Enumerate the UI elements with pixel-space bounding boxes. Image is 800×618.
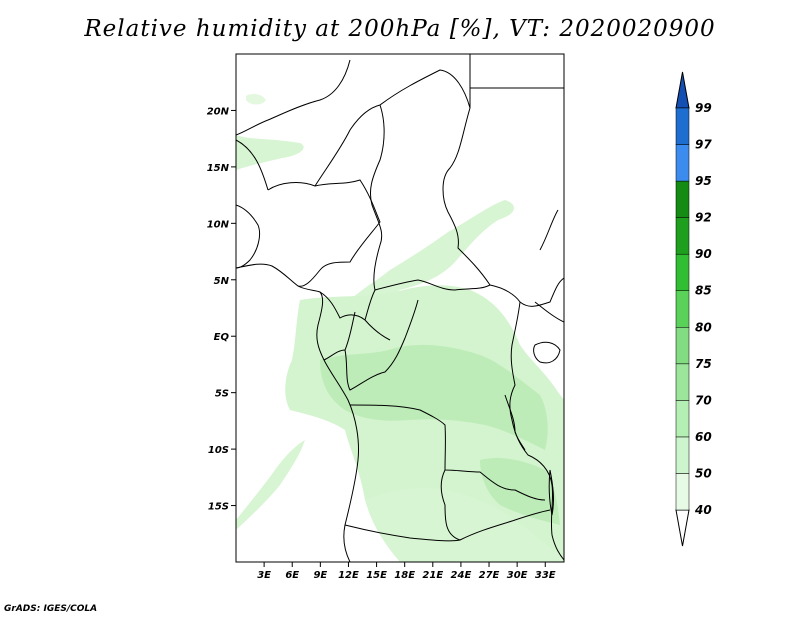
humidity-shading (236, 93, 564, 562)
shading-patch-central-band (350, 200, 514, 300)
latitude-axis: 20N 15N 10N 5N EQ 5S 10S 15S (207, 106, 236, 513)
colorbar-bin (675, 400, 690, 438)
colorbar-label: 92 (695, 211, 712, 225)
lon-tick-label: 15E (366, 570, 387, 581)
colorbar-label: 80 (695, 320, 712, 334)
colorbar-bin (675, 473, 690, 511)
border-chad (369, 69, 471, 291)
lat-tick-label: 10S (208, 445, 229, 456)
colorbar-label: 50 (695, 466, 712, 480)
shading-patch-east (480, 458, 560, 525)
colorbar-bin (675, 436, 690, 474)
colorbar-label: 40 (694, 503, 712, 517)
colorbar-label: 60 (695, 430, 712, 444)
border-cameroon (319, 291, 366, 321)
border-sudan-east (534, 209, 564, 323)
colorbar-bin (675, 253, 690, 291)
lon-tick-label: 6E (285, 570, 299, 581)
colorbar-label: 70 (695, 393, 712, 407)
lon-tick-label: 27E (479, 570, 500, 581)
map-title: Relative humidity at 200hPa [%], VT: 202… (84, 16, 716, 42)
colorbar-bin (675, 363, 690, 401)
lake-malawi (548, 469, 554, 516)
border-niger (236, 59, 381, 191)
lon-tick-label: 33E (535, 570, 556, 581)
lat-tick-label: 20N (207, 106, 230, 117)
shading-patch-sw-streak (236, 440, 305, 530)
map-frame (235, 53, 565, 563)
lat-tick-label: 5S (215, 389, 229, 400)
lon-tick-label: 12E (338, 570, 359, 581)
lat-tick-label: EQ (214, 332, 230, 343)
colorbar-bottom-triangle (675, 509, 690, 547)
political-boundaries (236, 54, 564, 562)
lat-tick-label: 10N (207, 219, 230, 230)
colorbar: 40 50 60 70 75 80 85 90 92 95 97 99 (675, 71, 712, 547)
colorbar-label: 90 (695, 247, 712, 261)
border-nigeria (267, 179, 381, 287)
shading-patch-sahel (236, 135, 304, 170)
shading-patch-congo-inner (320, 344, 548, 450)
border-drc-south (349, 404, 546, 501)
border-gabon-congo (323, 299, 419, 391)
colorbar-top-triangle (675, 71, 690, 109)
coastline-west-sahel (236, 204, 261, 269)
border-namibia (344, 524, 461, 542)
colorbar-label: 75 (695, 357, 712, 371)
border-libya-sudan (442, 54, 564, 307)
colorbar-bin (675, 217, 690, 255)
lon-tick-label: 18E (394, 570, 415, 581)
lon-tick-label: 24E (451, 570, 472, 581)
colorbar-label: 99 (695, 101, 712, 115)
lat-tick-label: 15S (208, 502, 229, 513)
lon-tick-label: 3E (257, 570, 271, 581)
longitude-axis: 3E 6E 9E 12E 15E 18E 21E 24E 27E 30E 33E (257, 562, 556, 581)
colorbar-label: 95 (695, 174, 712, 188)
colorbar-bin (675, 180, 690, 218)
grads-credit: GrADS: IGES/COLA (4, 604, 98, 614)
colorbar-bin (675, 144, 690, 182)
lake-tanganyika (504, 394, 526, 451)
lon-tick-label: 9E (313, 570, 327, 581)
lon-tick-label: 30E (507, 570, 528, 581)
colorbar-bin (675, 107, 690, 145)
colorbar-bin (675, 327, 690, 365)
lat-tick-label: 15N (207, 163, 230, 174)
shading-patch-south (365, 488, 560, 562)
lon-tick-label: 21E (422, 570, 443, 581)
colorbar-bin (675, 290, 690, 328)
coastline-west-africa (236, 263, 359, 562)
lat-tick-label: 5N (214, 276, 230, 287)
shading-patch-sahel-top (246, 93, 266, 105)
colorbar-label: 85 (695, 284, 712, 298)
colorbar-label: 97 (695, 138, 712, 152)
lake-victoria (533, 341, 561, 364)
